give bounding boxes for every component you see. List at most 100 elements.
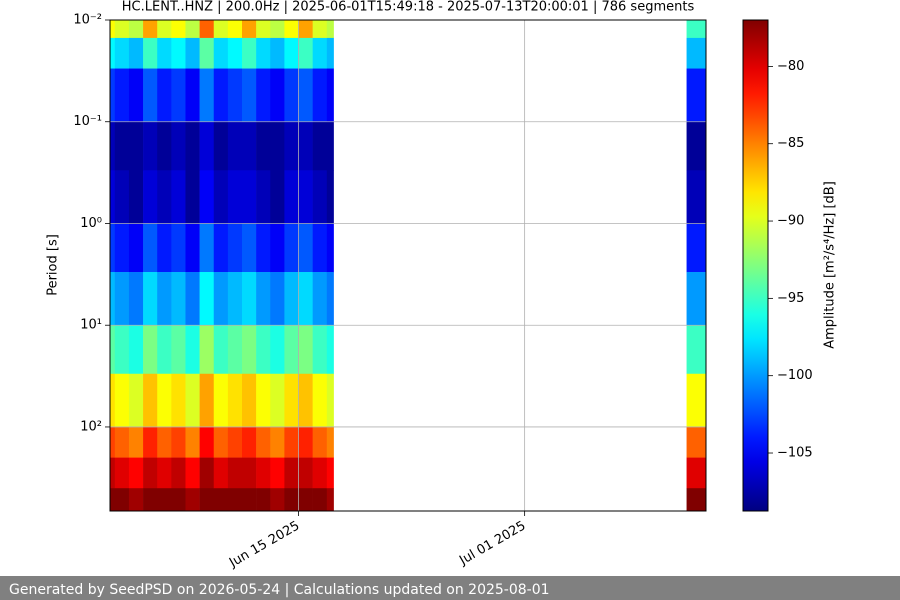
cell xyxy=(143,488,158,512)
cell xyxy=(185,488,200,512)
cell xyxy=(242,20,257,39)
cell xyxy=(686,457,707,489)
cell xyxy=(199,170,215,224)
cell xyxy=(256,223,271,273)
cell xyxy=(213,488,229,512)
cell xyxy=(270,68,285,123)
cell xyxy=(110,457,116,489)
cell xyxy=(227,68,243,123)
cell xyxy=(284,37,299,69)
cell xyxy=(284,488,299,512)
cell xyxy=(298,488,313,512)
cell xyxy=(227,37,243,69)
cell xyxy=(143,325,158,375)
cell xyxy=(114,373,130,428)
cell xyxy=(114,457,130,489)
cell xyxy=(242,272,257,326)
cell xyxy=(270,488,285,512)
cell xyxy=(298,223,313,273)
cell xyxy=(326,20,334,39)
cell xyxy=(185,20,200,39)
colorbar-tick-label: −95 xyxy=(777,291,804,306)
cell xyxy=(326,223,334,273)
cell xyxy=(312,20,328,39)
cell xyxy=(110,68,116,123)
cell xyxy=(242,457,257,489)
cell xyxy=(171,170,186,224)
cell xyxy=(157,488,172,512)
cell xyxy=(157,68,172,123)
chart-title: HC.LENT..HNZ | 200.0Hz | 2025-06-01T15:4… xyxy=(122,0,695,15)
cell xyxy=(686,121,707,171)
cell xyxy=(185,426,200,458)
cell xyxy=(157,373,172,428)
cell xyxy=(213,373,229,428)
colorbar-tick-label: −100 xyxy=(777,368,813,383)
cell xyxy=(185,325,200,375)
y-axis-label: Period [s] xyxy=(46,234,61,296)
y-tick-label: 10⁻² xyxy=(73,13,102,28)
cell xyxy=(128,457,144,489)
cell xyxy=(185,68,200,123)
cell xyxy=(185,37,200,69)
cell xyxy=(298,426,313,458)
cell xyxy=(114,68,130,123)
cell xyxy=(110,272,116,326)
cell xyxy=(171,37,186,69)
cell xyxy=(171,68,186,123)
colorbar-label: Amplitude [m²/s⁴/Hz] [dB] xyxy=(823,181,838,349)
cell xyxy=(143,272,158,326)
cell xyxy=(157,170,172,224)
cell xyxy=(298,20,313,39)
cell xyxy=(213,272,229,326)
cell xyxy=(185,457,200,489)
cell xyxy=(284,426,299,458)
cell xyxy=(298,68,313,123)
cell xyxy=(298,457,313,489)
cell xyxy=(270,325,285,375)
cell xyxy=(256,373,271,428)
cell xyxy=(227,20,243,39)
cell xyxy=(284,170,299,224)
cell xyxy=(143,121,158,171)
cell xyxy=(270,272,285,326)
cell xyxy=(213,325,229,375)
colorbar-tick-label: −90 xyxy=(777,214,804,229)
cell xyxy=(114,170,130,224)
cell xyxy=(312,223,328,273)
cell xyxy=(114,121,130,171)
cell xyxy=(185,223,200,273)
cell xyxy=(110,223,116,273)
cell xyxy=(312,121,328,171)
cell xyxy=(199,68,215,123)
cell xyxy=(110,121,116,171)
cell xyxy=(157,272,172,326)
cell xyxy=(298,325,313,375)
cell xyxy=(143,20,158,39)
cell xyxy=(686,373,707,428)
cell xyxy=(128,68,144,123)
cell xyxy=(326,457,334,489)
cell xyxy=(143,223,158,273)
colorbar xyxy=(742,19,769,512)
cell xyxy=(298,170,313,224)
cell xyxy=(242,223,257,273)
cell xyxy=(199,325,215,375)
cell xyxy=(298,37,313,69)
cell xyxy=(185,272,200,326)
cell xyxy=(686,223,707,273)
cell xyxy=(326,121,334,171)
cell xyxy=(270,457,285,489)
cell xyxy=(270,20,285,39)
cell xyxy=(185,121,200,171)
cell xyxy=(213,457,229,489)
cell xyxy=(270,373,285,428)
cell xyxy=(171,457,186,489)
cell xyxy=(256,37,271,69)
cell xyxy=(242,37,257,69)
cell xyxy=(128,488,144,512)
cell xyxy=(128,170,144,224)
cell xyxy=(686,37,707,69)
cell xyxy=(284,121,299,171)
